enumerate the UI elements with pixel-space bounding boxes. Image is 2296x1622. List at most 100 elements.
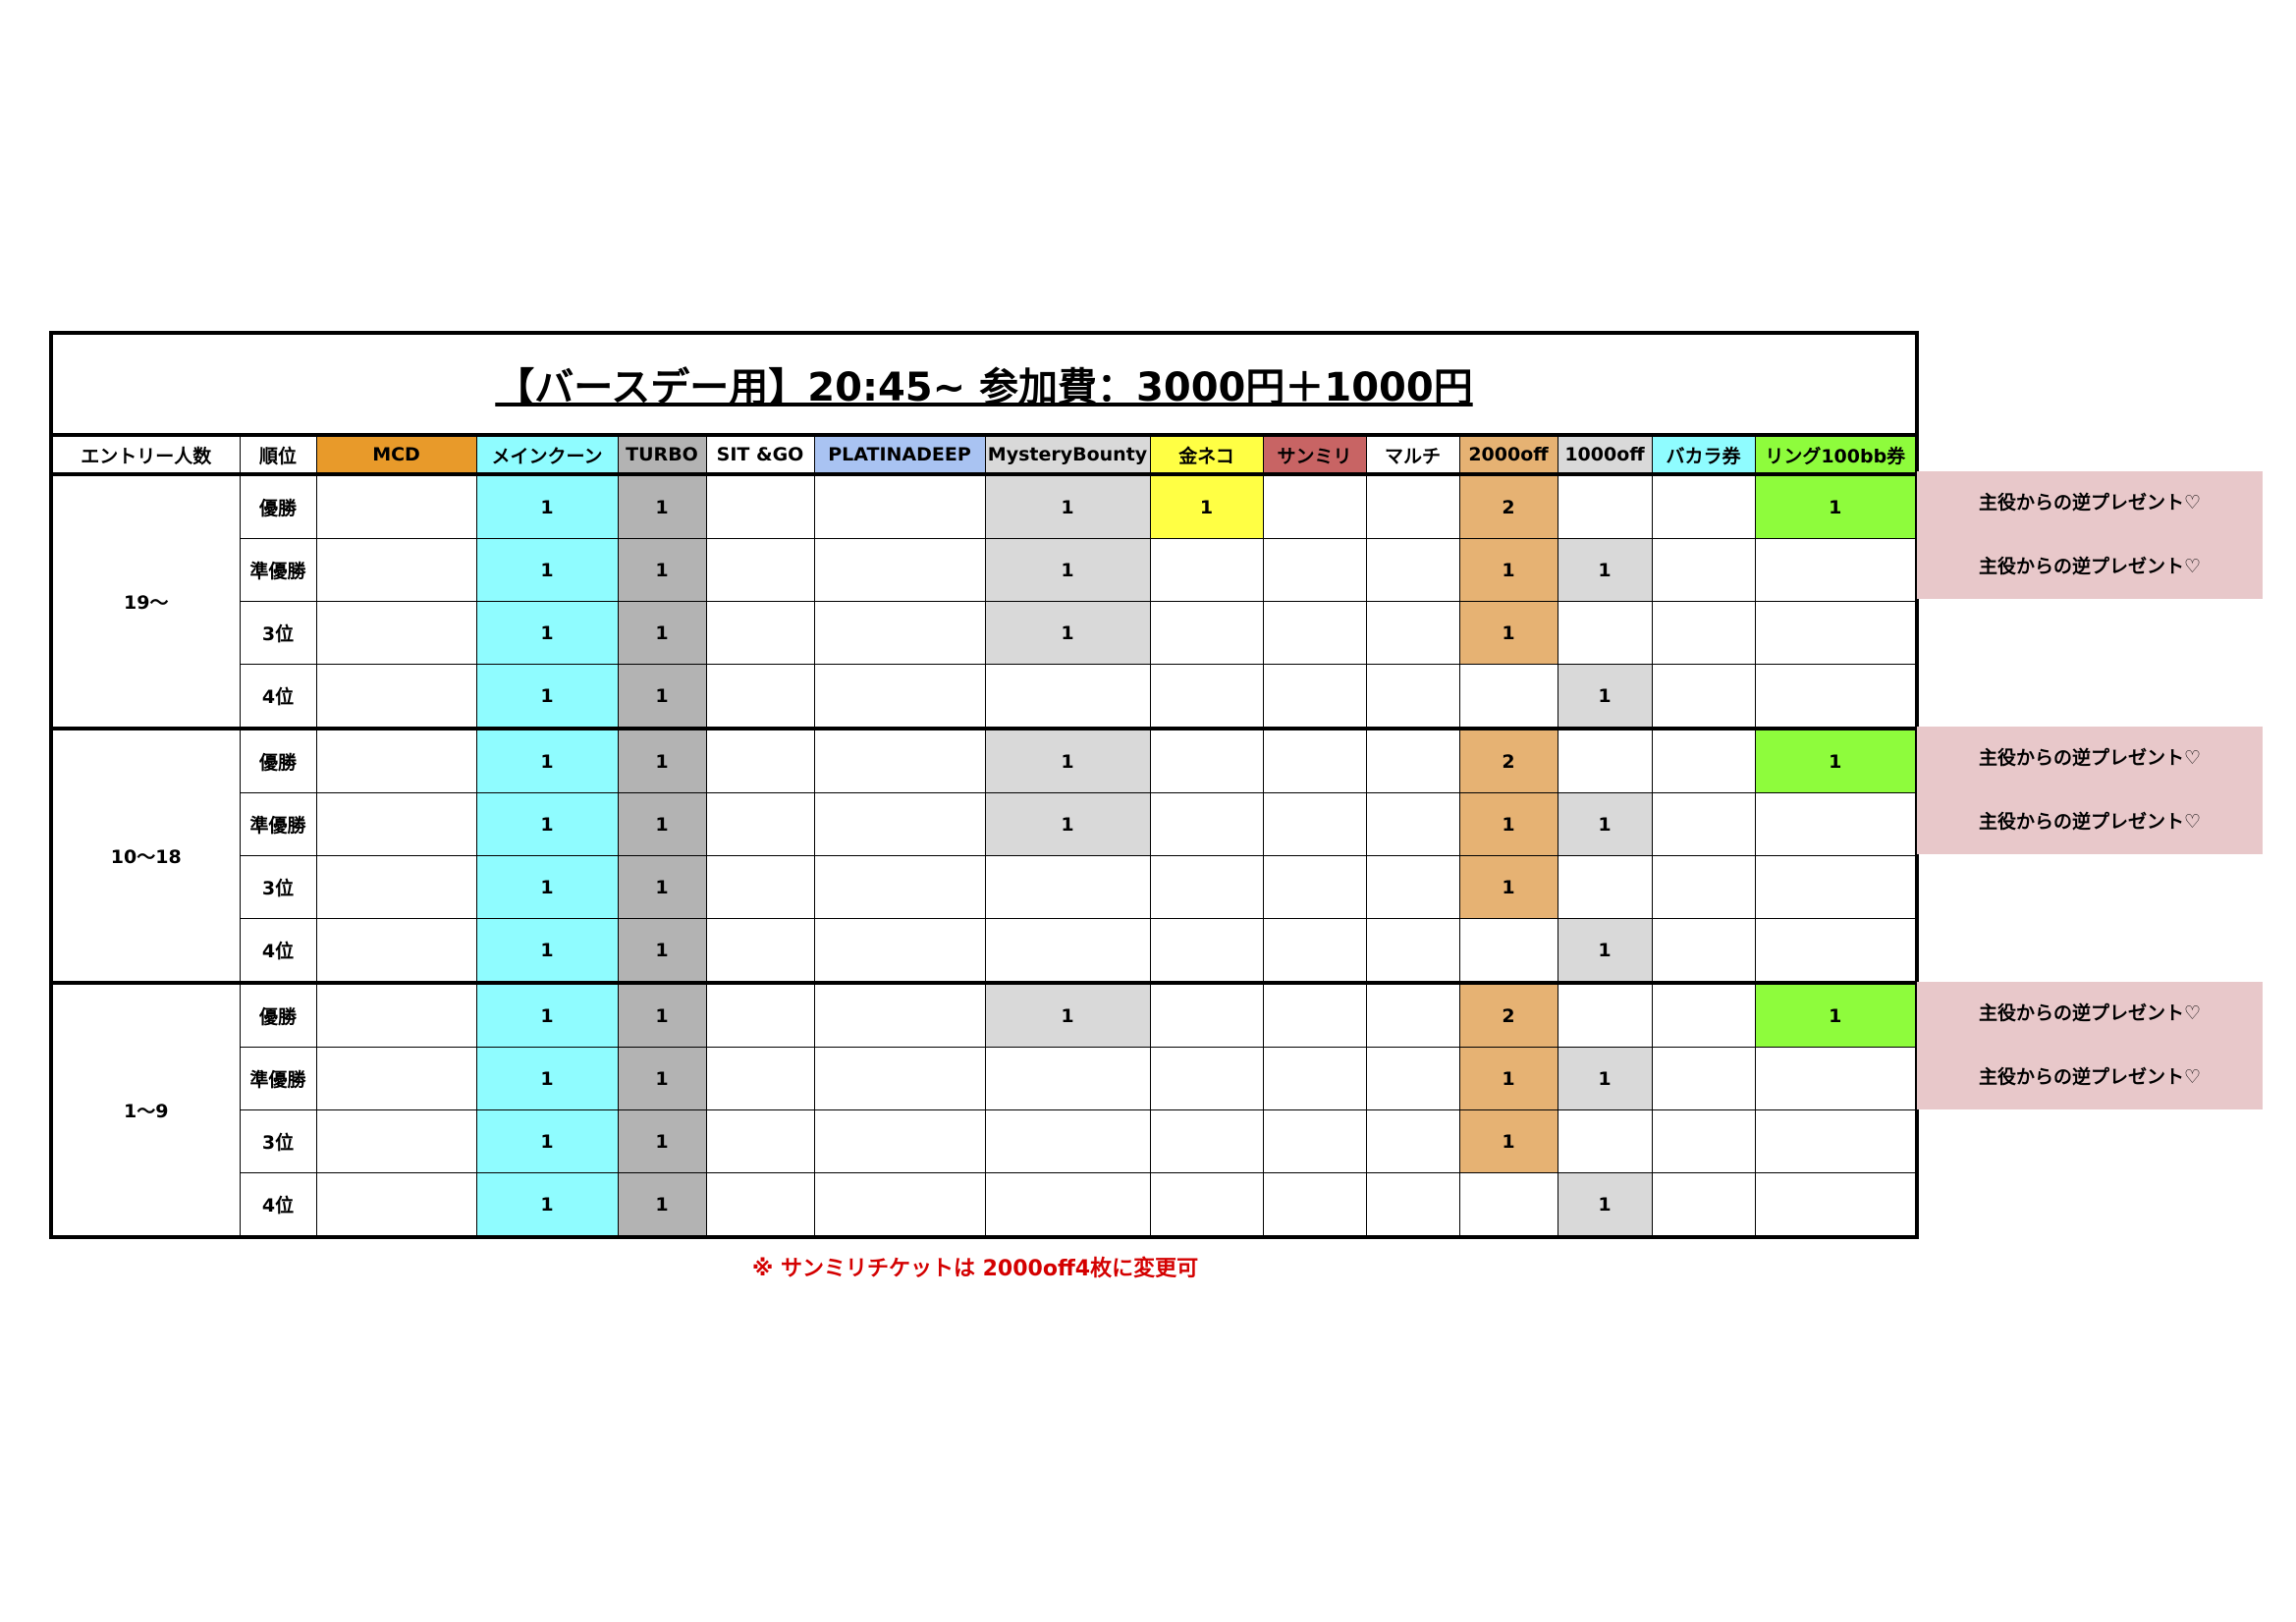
prize-cell [1149,1047,1264,1110]
prize-cell: 1 [475,538,619,602]
prize-cell [813,918,986,984]
prize-cell [1262,918,1367,984]
prize-cell: 1 [1458,1047,1558,1110]
prize-cell [1149,538,1264,602]
rank-cell: 優勝 [239,727,317,793]
prize-cell [315,1109,477,1173]
prize-cell [315,1172,477,1238]
prize-cell [1754,664,1918,730]
entry-count-cell: 19～ [50,472,241,730]
prize-cell [315,981,477,1048]
prize-cell [1149,981,1264,1048]
note-text: ※ サンミリチケットは 2000off4枚に変更可 [751,1257,1199,1281]
rank-cell: 4位 [239,1172,317,1238]
prize-cell [315,792,477,856]
table-row: 10～18 優勝 1 1 1 2 1 [50,727,1918,984]
prize-cell [1149,664,1264,730]
present-note: 主役からの逆プレゼント♡ [1978,1002,2202,1024]
prize-cell [1651,472,1756,539]
prize-cell: 1 [1557,664,1653,730]
prize-cell [984,918,1151,984]
prize-cell [813,538,986,602]
column-header: エントリー人数 [50,434,241,476]
prize-cell [705,1109,815,1173]
prize-cell [705,792,815,856]
prize-cell [1149,792,1264,856]
prize-cell [1365,538,1460,602]
prize-cell [1262,1047,1367,1110]
prize-cell: 1 [984,538,1151,602]
prize-cell [705,1172,815,1238]
prize-cell: 1 [475,981,619,1048]
prize-cell [813,981,986,1048]
prize-cell [813,1172,986,1238]
prize-cell: 1 [1754,981,1918,1048]
table-row: 準優勝 1 1 1 1 1 [51,792,1918,856]
prize-cell: 1 [475,1047,619,1110]
prize-cell [1365,727,1460,793]
prize-cell [1365,472,1460,539]
rank-cell: 4位 [239,664,317,730]
prize-cell [1365,1109,1460,1173]
prize-cell: 1 [475,792,619,856]
prize-cell: 1 [475,1109,619,1173]
table-title: 【バースデー用】20:45~ 参加費：3000円＋1000円 [50,332,1918,437]
column-header: 1000off [1557,434,1653,476]
rank-cell: 優勝 [239,981,317,1048]
column-header: リング100bb券 [1754,434,1918,476]
prize-cell: 1 [1557,792,1653,856]
prize-cell [1262,664,1367,730]
prize-cell [705,601,815,665]
prize-cell [1262,792,1367,856]
prize-cell [813,601,986,665]
table-row: 3位 1 1 1 1 [51,601,1918,665]
prize-cell: 1 [1458,792,1558,856]
prize-cell [984,1047,1151,1110]
prize-cell [813,1109,986,1173]
column-header: PLATINADEEP [813,434,986,476]
prize-cell [315,727,477,793]
prize-cell [315,1047,477,1110]
prize-cell [1365,792,1460,856]
prize-cell [1365,981,1460,1048]
prize-cell [1365,855,1460,919]
present-note: 主役からの逆プレゼント♡ [1978,492,2202,514]
rank-cell: 優勝 [239,472,317,539]
prize-cell [1754,1047,1918,1110]
prize-cell [1262,472,1367,539]
prize-cell: 1 [617,855,707,919]
prize-cell [1651,664,1756,730]
prize-cell [705,918,815,984]
prize-cell: 1 [617,792,707,856]
prize-cell [705,727,815,793]
column-header: SIT &GO [705,434,815,476]
prize-cell: 1 [475,727,619,793]
rank-cell: 準優勝 [239,792,317,856]
column-header: 順位 [239,434,317,476]
column-header: メインクーン [475,434,619,476]
present-note: 主役からの逆プレゼント♡ [1978,747,2202,769]
prize-cell: 1 [617,601,707,665]
prize-cell [1365,1047,1460,1110]
prize-cell [1262,1109,1367,1173]
rank-cell: 3位 [239,1109,317,1173]
prize-cell [1262,727,1367,793]
prize-cell: 1 [1458,855,1558,919]
present-box: 主役からの逆プレゼント♡ [1917,1046,2263,1109]
present-note: 主役からの逆プレゼント♡ [1978,811,2202,833]
prize-cell [1754,1109,1918,1173]
prize-table: 【バースデー用】20:45~ 参加費：3000円＋1000円 エントリー人数 順位… [49,331,1919,1239]
table-row: 19～ 優勝 1 1 1 1 2 1 [50,472,1918,730]
prize-cell: 1 [984,727,1151,793]
prize-cell: 1 [984,601,1151,665]
prize-cell: 2 [1458,981,1558,1048]
prize-cell: 1 [617,918,707,984]
prize-cell [813,1047,986,1110]
prize-cell [1262,981,1367,1048]
present-box: 主役からの逆プレゼント♡ [1917,982,2263,1046]
prize-cell [1754,855,1918,919]
header-row: エントリー人数 順位 MCD メインクーン TURBO SIT &GO PLATINADEE… [50,434,1918,476]
prize-cell: 1 [984,792,1151,856]
prize-cell: 1 [1149,472,1264,539]
prize-cell [1262,601,1367,665]
